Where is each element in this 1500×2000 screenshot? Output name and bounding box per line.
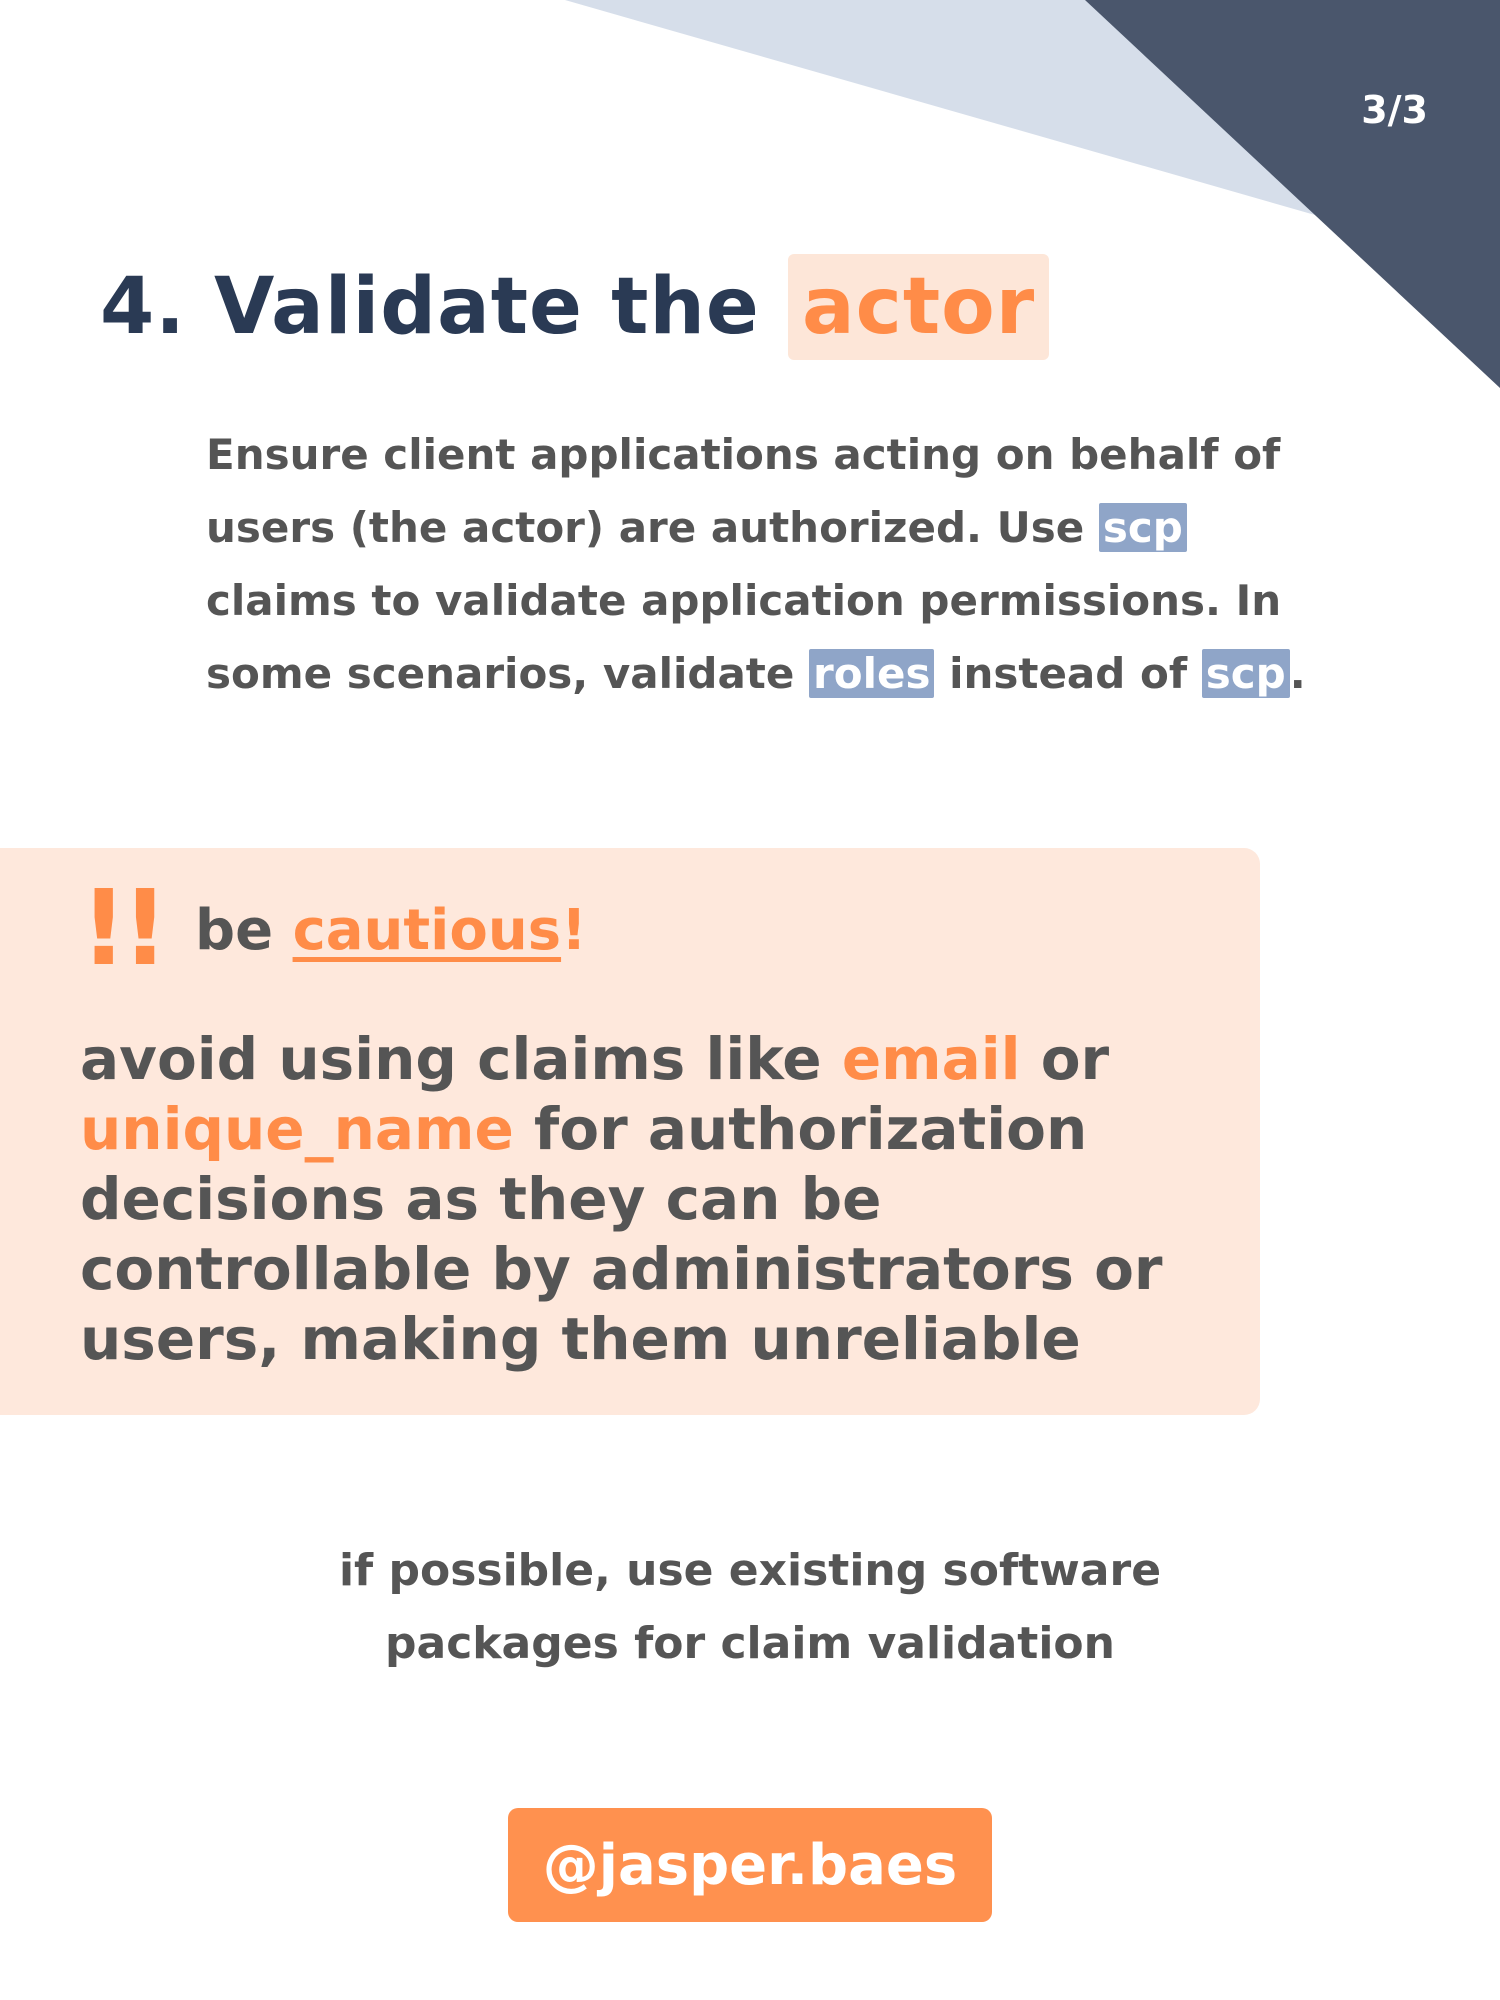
warning-text-2: or <box>1020 1025 1110 1093</box>
caution-emphasis: cautious <box>292 898 562 963</box>
warning-callout: !! be cautious! avoid using claims like … <box>0 848 1260 1415</box>
title-highlight: actor <box>787 254 1050 360</box>
caution-trail: ! <box>561 898 587 963</box>
warning-text: avoid using claims like email or unique_… <box>80 1024 1240 1374</box>
corner-decoration <box>565 0 1500 388</box>
claim-unique-name: unique_name <box>80 1095 514 1163</box>
claim-chip-scp-2: scp <box>1201 649 1290 698</box>
dark-triangle <box>1085 0 1500 388</box>
intro-text-3: instead of <box>934 649 1202 698</box>
intro-paragraph: Ensure client applications acting on beh… <box>206 418 1336 710</box>
author-handle-badge: @jasper.baes <box>508 1808 992 1922</box>
claim-email: email <box>841 1025 1021 1093</box>
intro-text-2: claims to validate application permissio… <box>206 576 1282 698</box>
tip-text: if possible, use existing software packag… <box>0 1534 1500 1680</box>
tip-line-2: packages for claim validation <box>385 1618 1115 1669</box>
caution-lead: be <box>195 898 293 963</box>
claim-chip-scp: scp <box>1098 503 1187 552</box>
warning-text-3: for authorization decisions as they can … <box>80 1095 1163 1373</box>
page-title: 4. Validate the actor <box>100 254 1050 360</box>
intro-text-1: Ensure client applications acting on beh… <box>206 430 1281 552</box>
title-prefix: 4. Validate the <box>100 262 788 352</box>
tip-line-1: if possible, use existing software <box>338 1545 1162 1596</box>
warning-text-1: avoid using claims like <box>80 1025 842 1093</box>
double-exclamation-icon: !! <box>80 867 169 989</box>
page-indicator: 3/3 <box>1361 88 1428 132</box>
intro-text-4: . <box>1289 649 1306 698</box>
caution-heading: be cautious! <box>195 898 587 963</box>
claim-chip-roles: roles <box>809 649 935 698</box>
